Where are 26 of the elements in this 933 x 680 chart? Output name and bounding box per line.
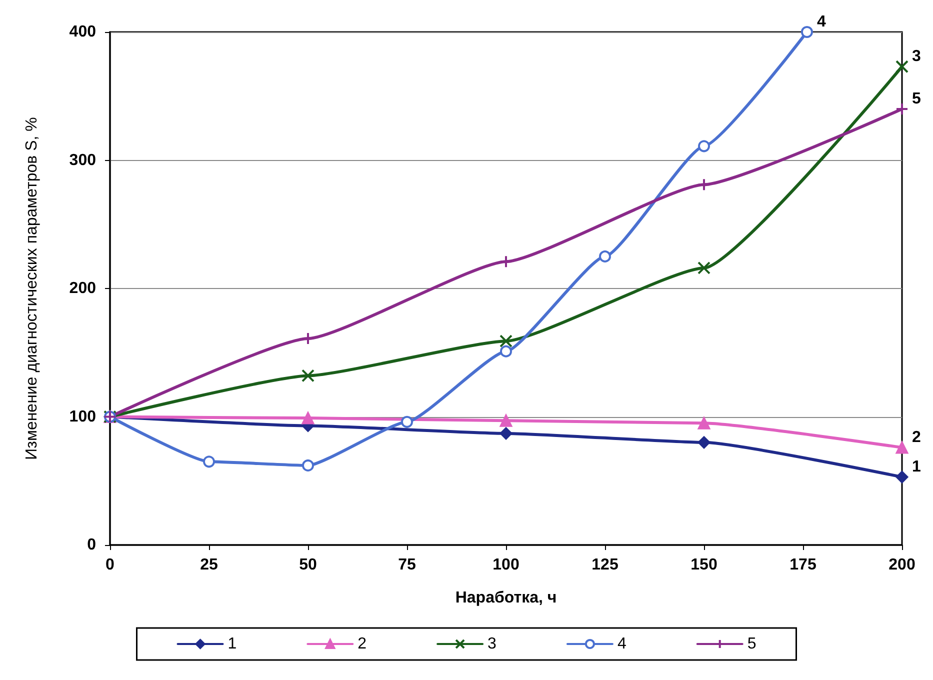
text: 4 xyxy=(816,14,826,30)
legend-label: 2 xyxy=(358,636,367,652)
legend-label: 4 xyxy=(617,636,626,652)
legend-label: 3 xyxy=(488,636,497,652)
y-axis-title: Изменение диагностических параметров S, % xyxy=(24,117,40,460)
y-tick-label: 200 xyxy=(69,280,96,297)
x-tick-label: 100 xyxy=(492,556,520,574)
x-tick-label: 25 xyxy=(200,556,218,574)
y-tick-label: 100 xyxy=(69,408,96,426)
x-tick-label: 200 xyxy=(888,556,916,574)
y-tick-label: 0 xyxy=(87,536,96,554)
x-tick-label: 50 xyxy=(299,556,317,574)
text: 2 xyxy=(912,429,921,446)
x-axis-title: Наработка, ч xyxy=(455,590,557,606)
y-tick-label: 400 xyxy=(69,24,96,40)
x-tick-label: 150 xyxy=(690,556,718,574)
x-tick-label: 75 xyxy=(398,556,416,574)
text: 1 xyxy=(912,458,921,476)
legend-label: 5 xyxy=(747,636,756,652)
text: 3 xyxy=(912,48,921,66)
x-tick-label: 125 xyxy=(592,556,618,574)
legend-label: 1 xyxy=(228,636,237,652)
x-tick-label: 0 xyxy=(106,556,115,574)
text: 5 xyxy=(912,90,921,108)
x-tick-label: 175 xyxy=(790,556,816,574)
y-tick-label: 300 xyxy=(69,152,96,169)
